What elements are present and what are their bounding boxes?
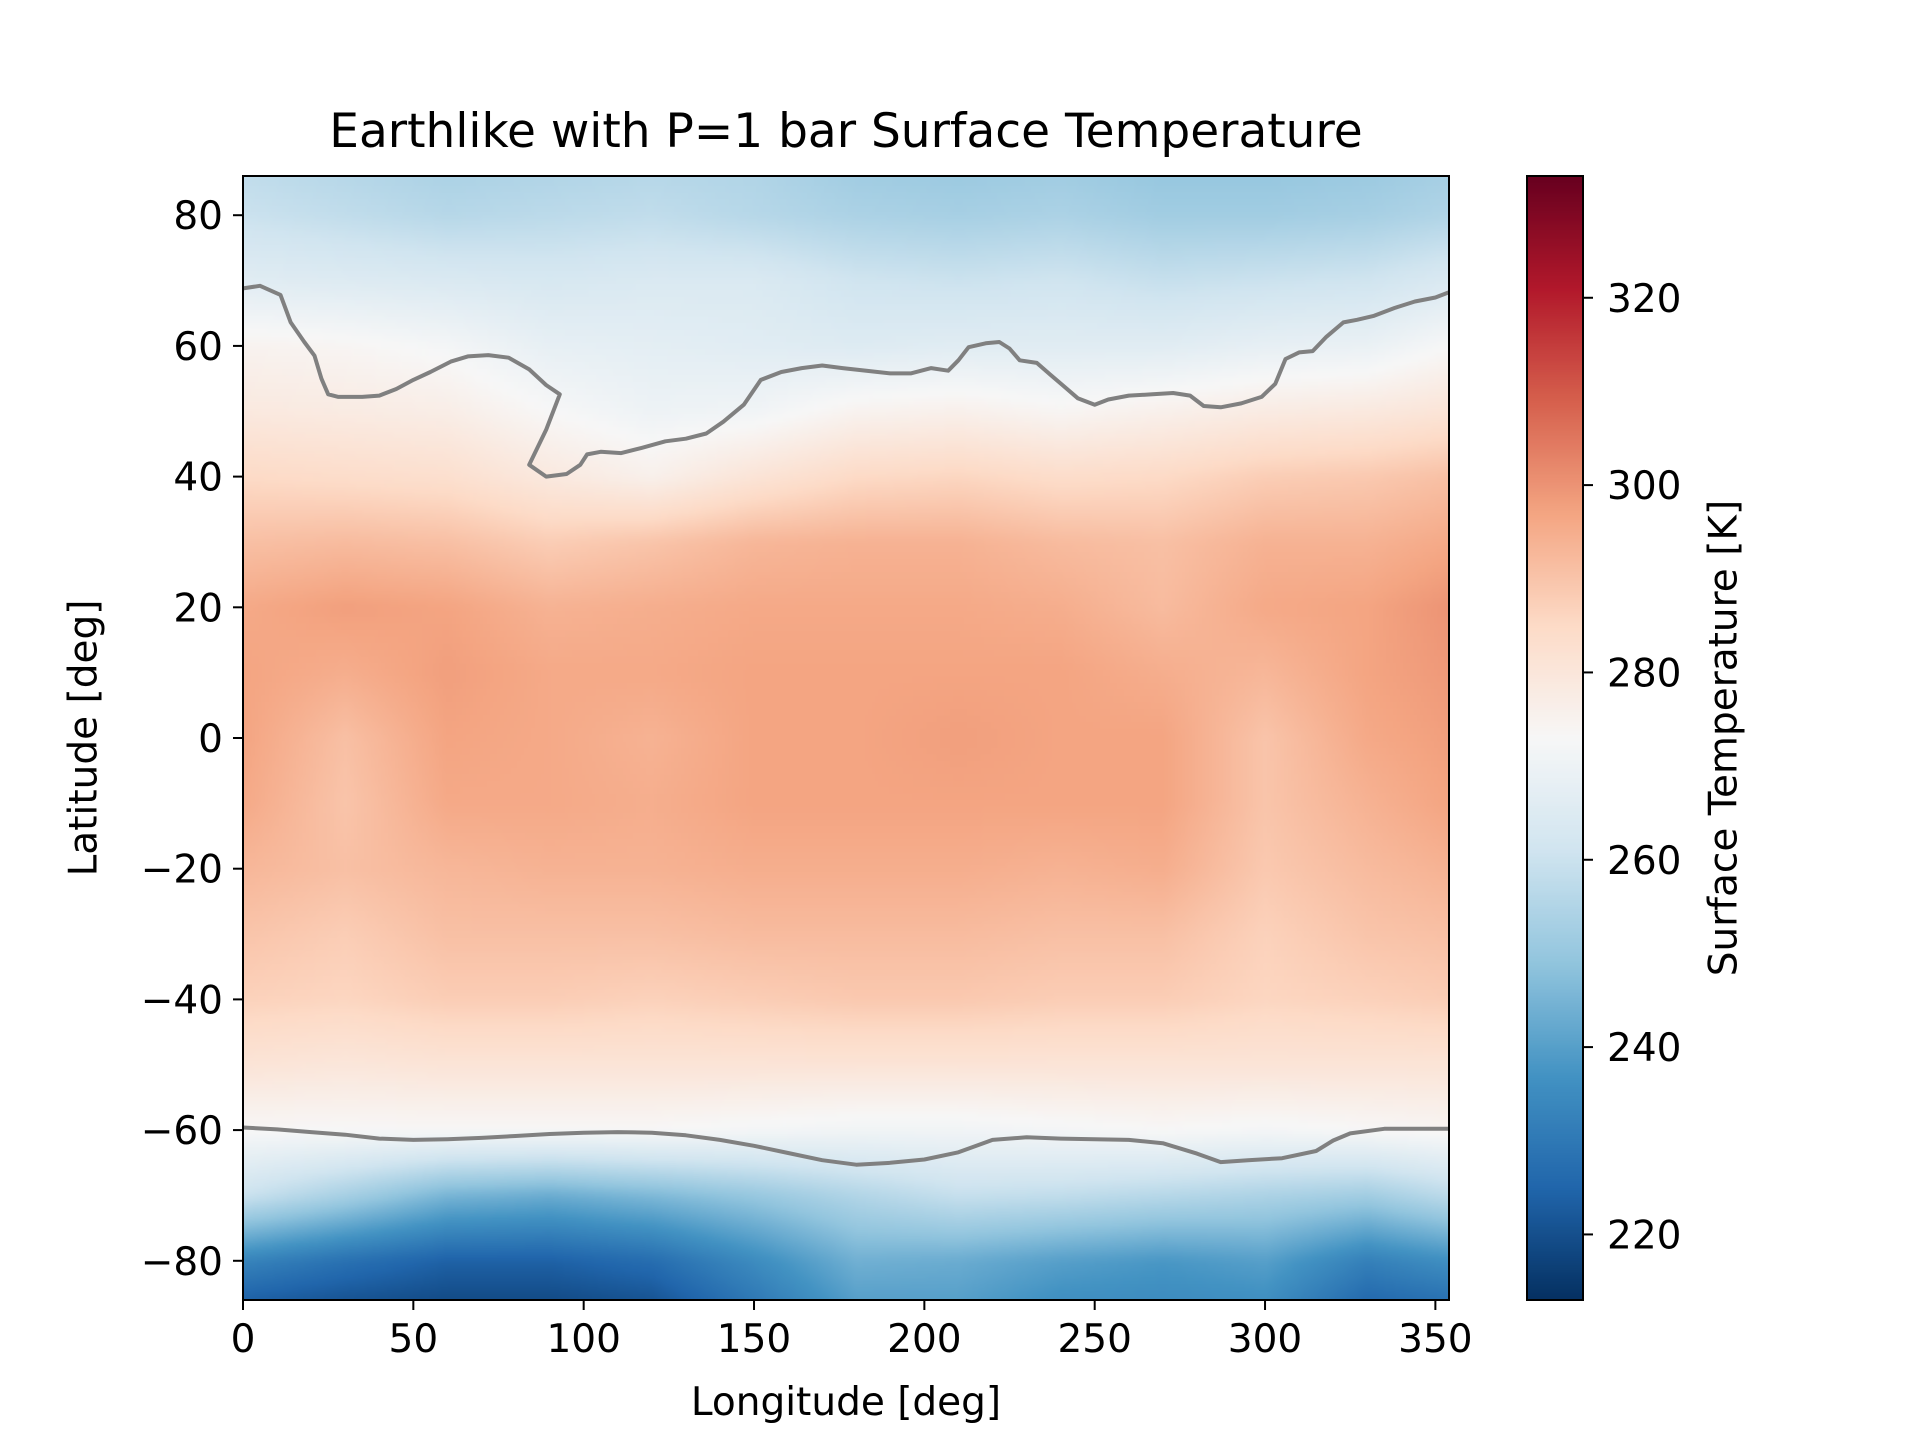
colorbar-ticks: 220 240 260 280 300 320: [1583, 277, 1681, 1258]
y-tick-label: −60: [141, 1109, 223, 1154]
x-tick-label: 250: [1057, 1317, 1131, 1362]
colorbar-label: Surface Temperature [K]: [1701, 499, 1747, 977]
colorbar-tick-label: 260: [1607, 839, 1681, 884]
contour-line-north: [242, 283, 1450, 479]
y-axis-label: Latitude [deg]: [61, 599, 107, 877]
y-tick-label: 60: [173, 325, 223, 370]
colorbar-frame: [1526, 175, 1584, 1301]
colorbar-tick-label: 280: [1607, 651, 1681, 696]
x-tick-label: 100: [546, 1317, 620, 1362]
plot-frame: [242, 175, 1450, 1301]
colorbar-tick-label: 240: [1607, 1026, 1681, 1071]
colorbar-tick-label: 220: [1607, 1213, 1681, 1258]
contour-line-south: [242, 1125, 1449, 1167]
x-tick-label: 350: [1398, 1317, 1472, 1362]
x-tick-label: 50: [389, 1317, 439, 1362]
colorbar-gradient: [1527, 176, 1583, 1300]
y-tick-label: −80: [141, 1240, 223, 1285]
y-tick-label: 80: [173, 194, 223, 239]
x-axis-label: Longitude [deg]: [690, 1380, 1002, 1425]
y-tick-label: 40: [173, 456, 223, 501]
colorbar-tick-label: 320: [1607, 277, 1681, 322]
y-tick-label: −40: [141, 978, 223, 1023]
x-axis-ticks: 0 50 100 150 200 250 300 350: [231, 1300, 1473, 1362]
x-tick-label: 200: [887, 1317, 961, 1362]
contours-layer: [242, 283, 1450, 1167]
y-tick-label: 20: [173, 586, 223, 631]
y-tick-label: −20: [141, 848, 223, 893]
colorbar-tick-label: 300: [1607, 464, 1681, 509]
x-tick-label: 300: [1228, 1317, 1302, 1362]
chart-title: Earthlike with P=1 bar Surface Temperatu…: [329, 104, 1363, 159]
x-tick-label: 0: [231, 1317, 256, 1362]
x-tick-label: 150: [717, 1317, 791, 1362]
y-axis-ticks: 80 60 40 20 0 −20 −40 −60 −80: [141, 194, 243, 1285]
y-tick-label: 0: [198, 717, 223, 762]
